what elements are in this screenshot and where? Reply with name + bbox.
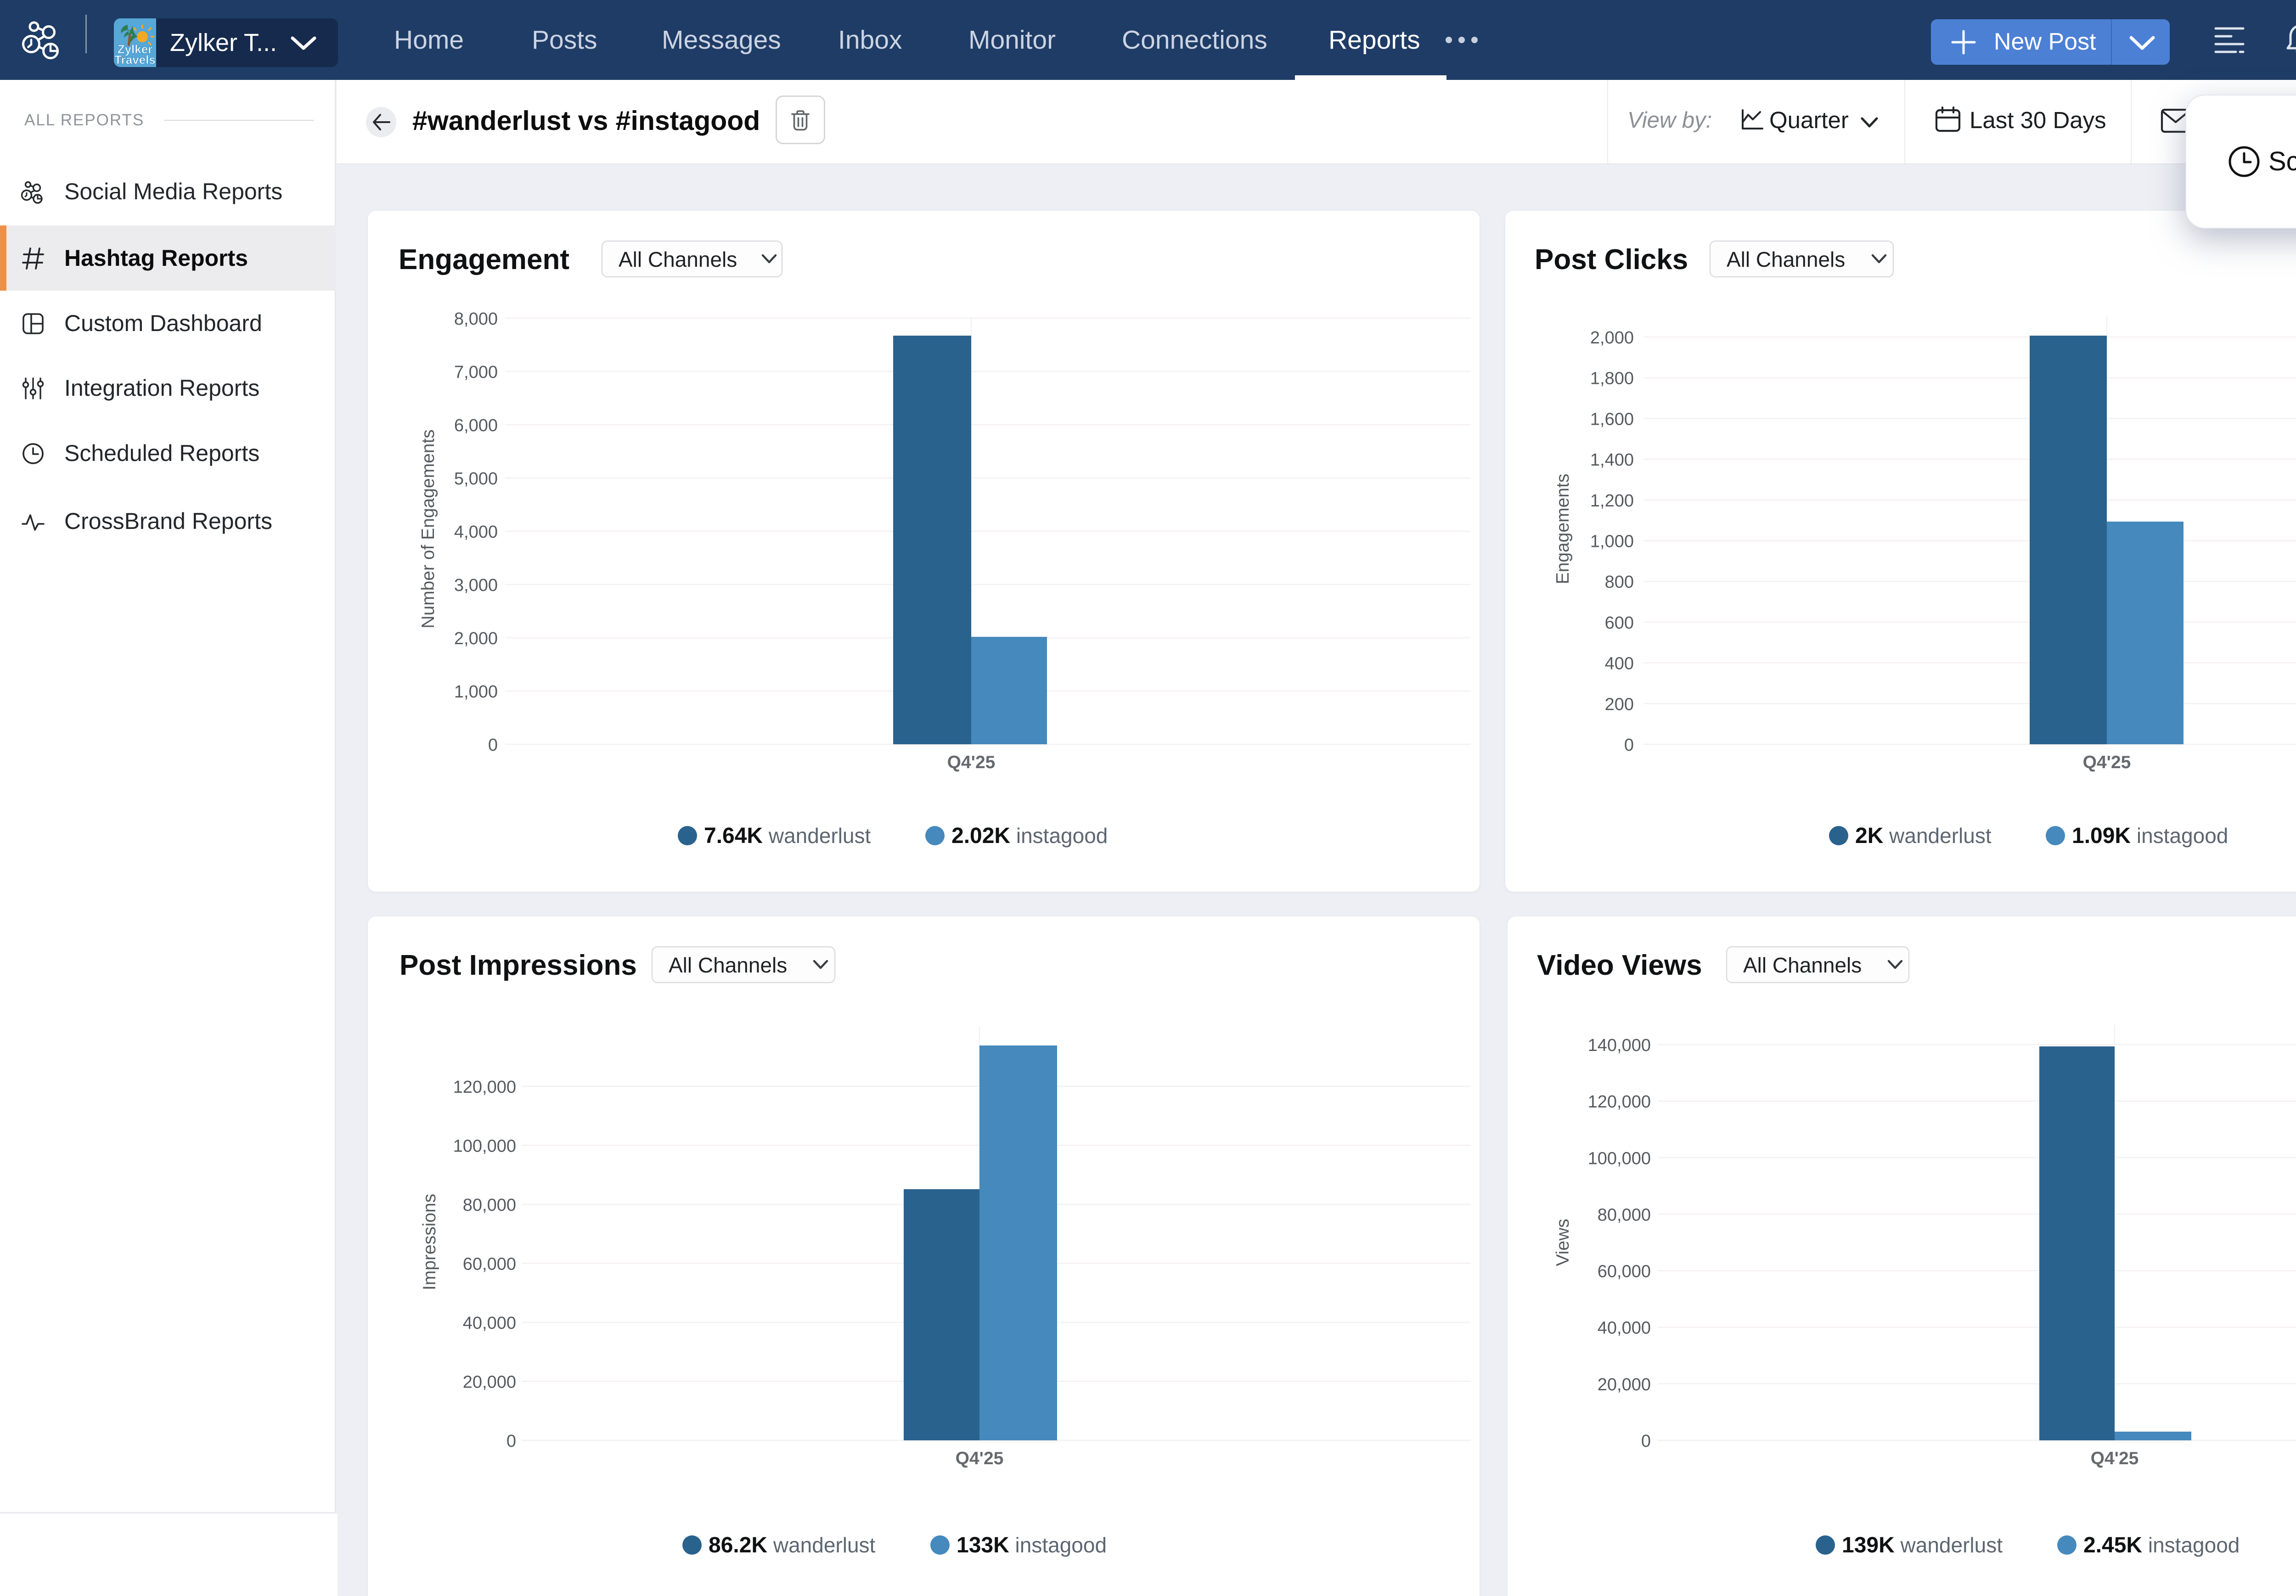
svg-text:2,000: 2,000 xyxy=(454,629,498,648)
svg-text:0: 0 xyxy=(488,736,498,755)
svg-text:Views: Views xyxy=(1553,1219,1573,1266)
svg-text:All Channels: All Channels xyxy=(1743,953,1862,977)
svg-text:2K wanderlust: 2K wanderlust xyxy=(1855,824,1992,848)
svg-text:100,000: 100,000 xyxy=(1588,1149,1651,1168)
svg-text:800: 800 xyxy=(1605,573,1634,592)
svg-text:All Channels: All Channels xyxy=(1727,247,1845,271)
svg-text:1,800: 1,800 xyxy=(1590,369,1634,388)
svg-text:60,000: 60,000 xyxy=(1598,1262,1651,1281)
svg-text:All Channels: All Channels xyxy=(619,247,737,271)
svg-text:4,000: 4,000 xyxy=(454,523,498,542)
svg-text:Impressions: Impressions xyxy=(420,1194,439,1290)
svg-text:0: 0 xyxy=(506,1432,516,1451)
svg-text:400: 400 xyxy=(1605,654,1634,674)
svg-text:86.2K wanderlust: 86.2K wanderlust xyxy=(709,1533,876,1557)
svg-text:Q4'25: Q4'25 xyxy=(2083,753,2131,772)
svg-text:Engagements: Engagements xyxy=(1553,474,1573,584)
svg-text:Zylker: Zylker xyxy=(118,42,153,56)
svg-text:1,000: 1,000 xyxy=(454,682,498,702)
svg-text:120,000: 120,000 xyxy=(1588,1092,1651,1112)
svg-text:7.64K wanderlust: 7.64K wanderlust xyxy=(704,824,871,848)
svg-text:Video Views: Video Views xyxy=(1537,950,1702,981)
svg-text:8,000: 8,000 xyxy=(454,309,498,329)
svg-text:200: 200 xyxy=(1605,695,1634,714)
svg-text:Number of Engagements: Number of Engagements xyxy=(418,429,438,629)
svg-text:600: 600 xyxy=(1605,613,1634,633)
svg-text:80,000: 80,000 xyxy=(463,1196,516,1215)
svg-text:2.45K instagood: 2.45K instagood xyxy=(2083,1533,2240,1557)
svg-text:Post Impressions: Post Impressions xyxy=(400,950,637,981)
svg-text:120,000: 120,000 xyxy=(453,1078,516,1097)
svg-text:5,000: 5,000 xyxy=(454,469,498,489)
svg-text:Engagement: Engagement xyxy=(399,244,569,275)
svg-text:60,000: 60,000 xyxy=(463,1255,516,1274)
svg-text:3,000: 3,000 xyxy=(454,576,498,595)
svg-text:140,000: 140,000 xyxy=(1588,1036,1651,1055)
svg-text:20,000: 20,000 xyxy=(1598,1375,1651,1394)
svg-text:Q4'25: Q4'25 xyxy=(2091,1449,2139,1468)
svg-text:0: 0 xyxy=(1641,1432,1651,1451)
svg-text:Q4'25: Q4'25 xyxy=(947,753,996,772)
svg-text:1.09K instagood: 1.09K instagood xyxy=(2072,824,2228,848)
svg-text:Post Clicks: Post Clicks xyxy=(1535,244,1688,275)
svg-text:0: 0 xyxy=(1624,736,1634,755)
svg-text:Travels: Travels xyxy=(114,53,156,67)
svg-text:All Channels: All Channels xyxy=(669,953,787,977)
svg-text:2,000: 2,000 xyxy=(1590,328,1634,348)
svg-text:1,400: 1,400 xyxy=(1590,450,1634,470)
svg-text:Q4'25: Q4'25 xyxy=(956,1449,1004,1468)
svg-text:40,000: 40,000 xyxy=(463,1314,516,1333)
svg-text:139K wanderlust: 139K wanderlust xyxy=(1842,1533,2003,1557)
svg-text:100,000: 100,000 xyxy=(453,1137,516,1156)
svg-text:2.02K instagood: 2.02K instagood xyxy=(951,824,1108,848)
svg-text:1,000: 1,000 xyxy=(1590,532,1634,551)
svg-text:40,000: 40,000 xyxy=(1598,1319,1651,1338)
svg-text:1,600: 1,600 xyxy=(1590,410,1634,429)
svg-text:20,000: 20,000 xyxy=(463,1373,516,1392)
svg-text:80,000: 80,000 xyxy=(1598,1205,1651,1225)
svg-text:6,000: 6,000 xyxy=(454,416,498,435)
svg-text:133K instagood: 133K instagood xyxy=(957,1533,1107,1557)
svg-text:7,000: 7,000 xyxy=(454,363,498,382)
svg-text:1,200: 1,200 xyxy=(1590,491,1634,511)
